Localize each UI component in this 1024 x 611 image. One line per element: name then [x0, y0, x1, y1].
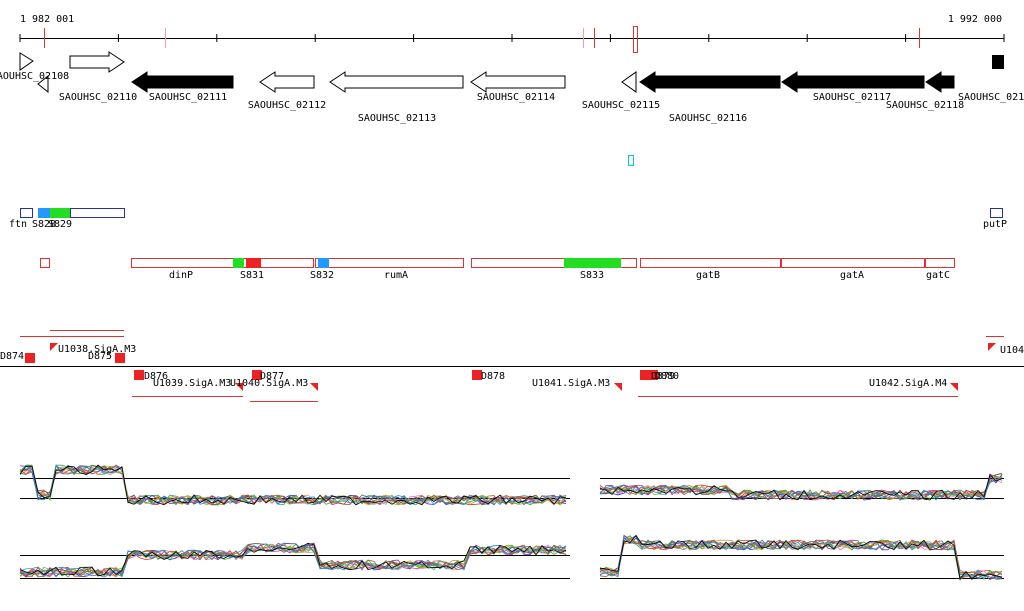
box: [233, 258, 244, 268]
gene-arrow: [37, 74, 49, 94]
unit-box: [315, 258, 464, 268]
promoter-box: [25, 353, 35, 363]
promoter-box: [648, 370, 658, 380]
gene-arrow: [259, 71, 315, 93]
gene-arrow: [781, 71, 925, 93]
label: S831: [240, 270, 264, 281]
label: U1040.SigA.M3: [230, 378, 308, 389]
expression-trace: [19, 542, 567, 578]
label: D876: [144, 371, 168, 382]
expression-trace: [599, 538, 1003, 580]
promoter-box: [472, 370, 482, 380]
box: [38, 208, 50, 218]
unit-box: [131, 258, 314, 268]
label: S828: [32, 219, 56, 230]
expression-trace: [19, 542, 567, 578]
expression-trace: [599, 536, 1002, 581]
promoter-flag: [950, 383, 958, 391]
promoter-flag: [310, 383, 318, 391]
label: U1042.SigA.M4: [869, 378, 947, 389]
gene-arrow: [329, 71, 464, 93]
gene-arrow: [131, 71, 234, 93]
label: SAOUHSC_02110: [59, 92, 137, 103]
box: [564, 258, 621, 268]
label: D879: [651, 371, 675, 382]
label: SAOUHSC_02108: [0, 71, 69, 82]
box: [20, 208, 33, 218]
gene-arrow: [19, 52, 34, 71]
ruler-end: 1 992 000: [948, 14, 1002, 25]
promoter-flag: [235, 383, 243, 391]
promoter-flag: [614, 383, 622, 391]
label: S829: [48, 219, 72, 230]
ruler-start: 1 982 001: [20, 14, 74, 25]
expression-trace: [599, 478, 1003, 501]
expression-trace: [599, 473, 1003, 501]
promoter-flag: [988, 343, 996, 351]
gene-arrow: [639, 71, 781, 93]
label: D875: [88, 351, 112, 362]
label: D877: [260, 371, 284, 382]
gene-arrow: [621, 71, 637, 93]
label: U1041.SigA.M3: [532, 378, 610, 389]
ruler-mark: [633, 26, 638, 53]
label: SAOUHSC_02114: [477, 92, 555, 103]
label: SAOUHSC_02112: [248, 100, 326, 111]
label: SAOUHSC_02117: [813, 92, 891, 103]
label: gatA: [840, 270, 864, 281]
label: U1039.SigA.M3: [153, 378, 231, 389]
label: SAOUHSC_02111: [149, 92, 227, 103]
gene-arrow: [470, 71, 566, 93]
promoter-box: [134, 370, 144, 380]
label: D878: [481, 371, 505, 382]
expression-trace: [599, 534, 1003, 580]
label: S833: [580, 270, 604, 281]
label: dinP: [169, 270, 193, 281]
expression-trace: [19, 542, 567, 577]
box: [70, 208, 125, 218]
promoter-flag: [50, 343, 58, 351]
expression-trace: [599, 473, 1003, 501]
expression-trace: [19, 465, 567, 506]
unit-box: [471, 258, 637, 268]
unit-box: [640, 258, 781, 268]
marker: [628, 155, 634, 166]
gene-arrow: [925, 71, 955, 93]
box: [246, 258, 261, 268]
gene-arrow: [69, 51, 125, 73]
label: SAOUHSC_0211: [958, 92, 1024, 103]
label: S832: [310, 270, 334, 281]
box: [40, 258, 50, 268]
label: D874: [0, 351, 24, 362]
label: ftn: [9, 219, 27, 230]
expression-trace: [19, 464, 567, 506]
label: U1038.SigA.M3: [58, 344, 136, 355]
box: [990, 208, 1003, 218]
label: SAOUHSC_02118: [886, 100, 964, 111]
label: U1043: [1000, 345, 1024, 356]
gene-box: [992, 55, 1004, 69]
promoter-box: [252, 370, 262, 380]
label: SAOUHSC_02115: [582, 100, 660, 111]
expression-trace: [599, 534, 1003, 579]
expression-trace: [19, 464, 567, 506]
unit-box: [925, 258, 955, 268]
promoter-box: [115, 353, 125, 363]
expression-trace: [19, 464, 567, 506]
label: gatC: [926, 270, 950, 281]
unit-box: [781, 258, 925, 268]
label: putP: [983, 219, 1007, 230]
box: [318, 258, 329, 268]
label: rumA: [384, 270, 408, 281]
box: [50, 208, 71, 218]
label: SAOUHSC_02113: [358, 113, 436, 124]
label: SAOUHSC_02116: [669, 113, 747, 124]
label: D880: [655, 371, 679, 382]
label: gatB: [696, 270, 720, 281]
